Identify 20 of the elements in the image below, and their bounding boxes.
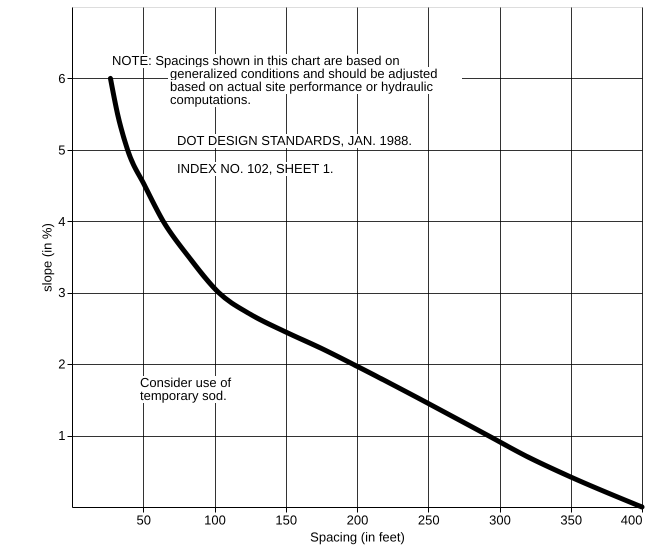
- annotation: Consider use of temporary sod.: [140, 375, 232, 403]
- x-tick-label: 150: [275, 512, 298, 528]
- y-tick-label: 6: [58, 70, 66, 86]
- x-tick-label: 50: [136, 512, 151, 528]
- y-tick-label: 5: [58, 142, 66, 158]
- annotation: NOTE: Spacings shown in this chart are based on generalized conditions and should be adjusted based on actual site performance or hydraulic computations.: [112, 53, 438, 107]
- y-axis-title: slope (in %): [39, 223, 54, 292]
- x-tick-label: 250: [418, 512, 440, 528]
- y-tick-label: 3: [58, 285, 66, 300]
- annotation: DOT DESIGN STANDARDS, JAN. 1988.: [177, 133, 412, 148]
- y-tick-label: 4: [58, 214, 66, 229]
- x-axis-title: Spacing (in feet): [310, 530, 405, 544]
- x-tick-label: 350: [560, 512, 582, 528]
- x-tick-label: 300: [489, 512, 511, 528]
- annotation: INDEX NO. 102, SHEET 1.: [177, 161, 334, 176]
- x-tick-label: 400: [620, 512, 642, 528]
- x-tick-label: 200: [346, 512, 368, 528]
- x-tick-label: 100: [204, 512, 226, 528]
- y-tick-label: 2: [58, 356, 66, 372]
- y-tick-label: 1: [58, 428, 66, 444]
